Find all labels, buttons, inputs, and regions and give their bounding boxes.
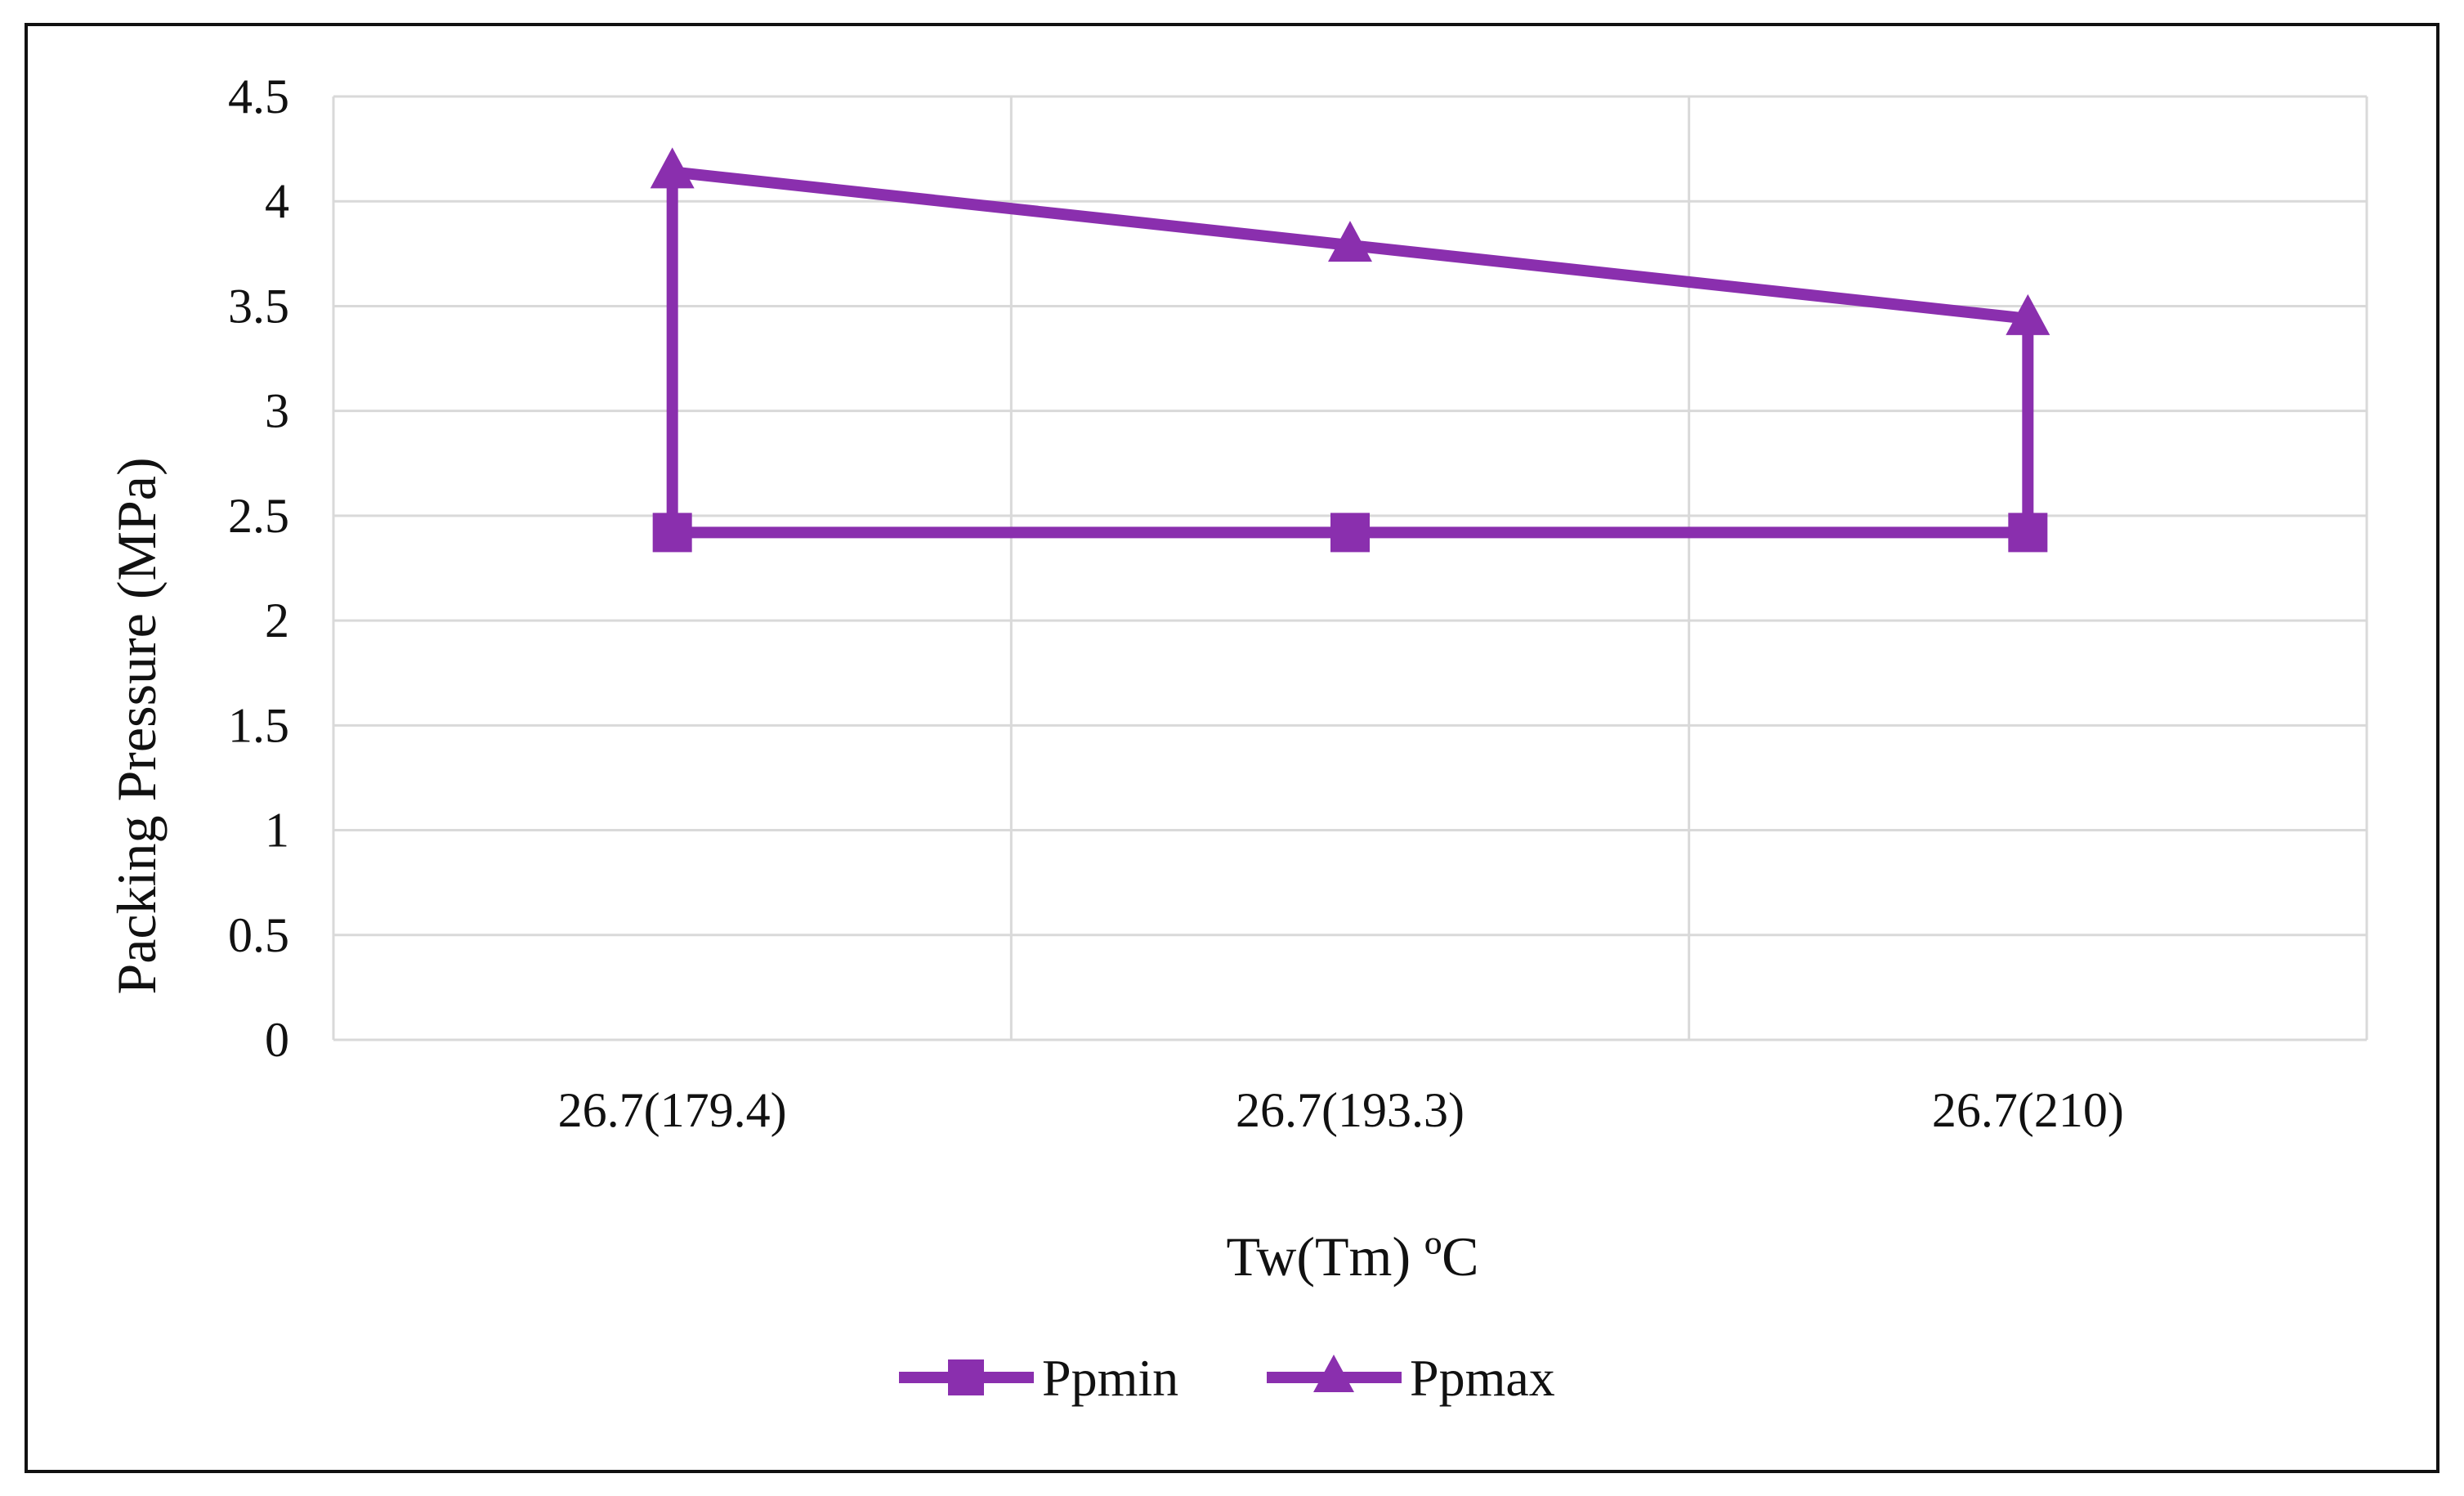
point-ppmax xyxy=(650,147,695,189)
legend-item-ppmax: Ppmax xyxy=(1267,1349,1555,1407)
x-tick-label: 26.7(179.4) xyxy=(558,1083,787,1137)
point-ppmin xyxy=(1330,513,1370,553)
y-tick-labels: 0 0.5 1 1.5 2 2.5 3 3.5 4 4.5 xyxy=(228,69,289,1067)
x-tick-labels: 26.7(179.4) 26.7(193.3) 26.7(210) xyxy=(558,1083,2124,1137)
y-tick-label: 1 xyxy=(265,804,289,858)
y-tick-label: 4.5 xyxy=(228,69,289,123)
y-tick-label: 4 xyxy=(265,174,289,228)
series-layer xyxy=(650,147,2050,553)
point-ppmax xyxy=(2006,293,2050,335)
y-tick-label: 2.5 xyxy=(228,489,289,543)
legend-marker xyxy=(1313,1355,1354,1392)
legend-marker xyxy=(948,1359,984,1395)
y-tick-label: 1.5 xyxy=(228,698,289,752)
point-ppmax xyxy=(1328,221,1372,262)
y-tick-label: 3.5 xyxy=(228,279,289,333)
legend: Ppmin Ppmax xyxy=(899,1349,1555,1407)
y-tick-label: 0 xyxy=(265,1013,289,1067)
legend-label: Ppmax xyxy=(1410,1349,1555,1407)
point-ppmin xyxy=(652,513,692,553)
legend-item-ppmin: Ppmin xyxy=(899,1349,1178,1407)
y-tick-label: 3 xyxy=(265,384,289,438)
x-tick-label: 26.7(210) xyxy=(1932,1083,2124,1137)
y-axis-title: Packing Pressure (MPa) xyxy=(105,457,168,994)
chart-frame xyxy=(25,23,2439,1473)
legend-label: Ppmin xyxy=(1042,1349,1178,1407)
y-tick-label: 2 xyxy=(265,593,289,647)
y-tick-label: 0.5 xyxy=(228,908,289,962)
x-tick-label: 26.7(193.3) xyxy=(1236,1083,1465,1137)
point-ppmin xyxy=(2008,513,2048,553)
x-axis-title: Tw(Tm) ºC xyxy=(1226,1225,1478,1288)
